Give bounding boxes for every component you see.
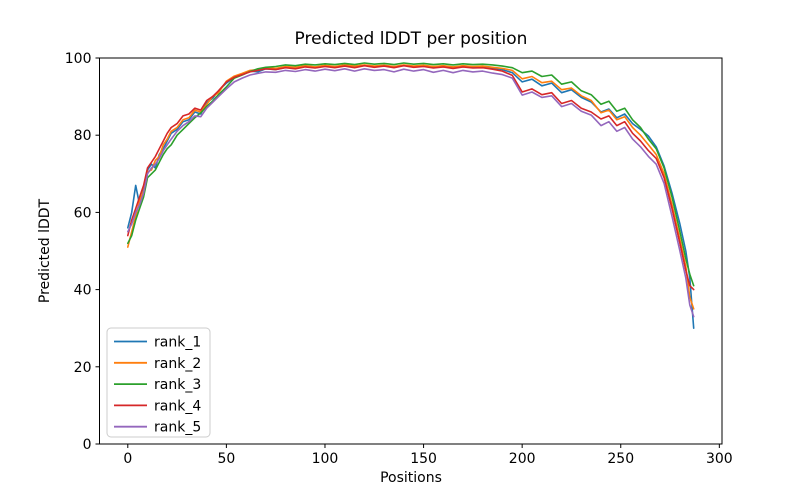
legend-label-rank_5: rank_5 — [154, 420, 201, 436]
series-line-rank_3 — [127, 62, 695, 287]
legend-label-rank_2: rank_2 — [154, 356, 201, 372]
y-axis-label: Predicted lDDT — [37, 198, 53, 303]
y-tick-label: 80 — [74, 128, 92, 144]
x-tick-label: 250 — [607, 451, 634, 467]
y-tick-label: 60 — [74, 205, 92, 221]
x-tick-label: 200 — [509, 451, 536, 467]
y-tick-label: 0 — [83, 437, 92, 453]
series-lines — [127, 62, 695, 330]
legend-label-rank_3: rank_3 — [154, 377, 201, 393]
x-tick-label: 100 — [312, 451, 339, 467]
series-line-rank_4 — [127, 64, 695, 291]
series-line-rank_2 — [127, 64, 695, 310]
axis-ticks: 0 50 100 150 200 250 300 0 20 40 60 80 100 — [65, 51, 733, 467]
chart-title: Predicted lDDT per position — [295, 29, 528, 49]
y-tick-label: 20 — [74, 360, 92, 376]
x-tick-label: 300 — [706, 451, 733, 467]
series-line-rank_1 — [127, 64, 695, 330]
y-tick-label: 40 — [74, 283, 92, 299]
y-tick-label: 100 — [65, 51, 92, 67]
x-tick-label: 150 — [410, 451, 437, 467]
legend: rank_1 rank_2 rank_3 rank_4 rank_5 — [106, 327, 211, 438]
legend-label-rank_4: rank_4 — [154, 398, 201, 414]
plot-spines — [99, 57, 723, 445]
x-tick-label: 50 — [217, 451, 235, 467]
x-axis-label: Positions — [380, 470, 442, 486]
legend-box — [106, 327, 211, 438]
legend-label-rank_1: rank_1 — [154, 335, 201, 351]
series-line-rank_5 — [127, 68, 695, 318]
x-tick-label: 0 — [123, 451, 132, 467]
